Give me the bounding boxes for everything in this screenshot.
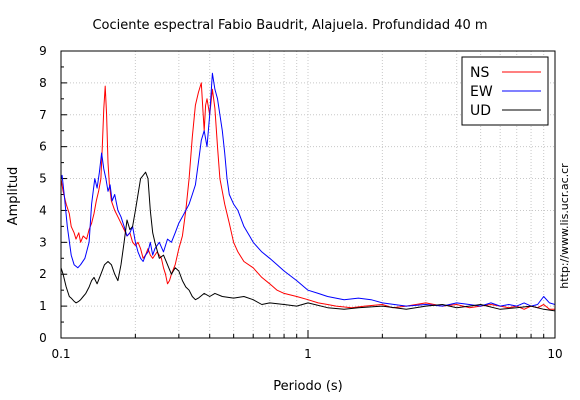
y-tick-label: 1: [39, 299, 47, 313]
series-line-ns: [61, 82, 555, 310]
x-tick-label: 10: [547, 347, 562, 361]
legend: NS EW UD: [461, 56, 549, 126]
y-tick-label: 9: [39, 44, 47, 58]
y-tick-label: 5: [39, 172, 47, 186]
chart-title: Cociente espectral Fabio Baudrit, Alajue…: [92, 18, 487, 33]
y-tick-label: 4: [39, 203, 47, 217]
x-tick-label: 1: [304, 347, 312, 361]
legend-label-ns: NS: [470, 65, 489, 81]
y-tick-label: 3: [39, 235, 47, 249]
y-tick-label: 6: [39, 140, 47, 154]
x-tick-label: 0.1: [51, 347, 70, 361]
y-axis-label: Amplitud: [6, 167, 21, 226]
series-line-ew: [61, 72, 555, 307]
y-tick-label: 2: [39, 267, 47, 281]
y-tick-label: 7: [39, 108, 47, 122]
watermark-url: http://www.lis.ucr.ac.cr: [558, 163, 571, 289]
series-line-ud: [61, 171, 555, 312]
series-layer: [61, 72, 555, 312]
legend-label-ud: UD: [470, 103, 491, 119]
x-axis-label: Periodo (s): [273, 379, 343, 394]
legend-label-ew: EW: [470, 84, 493, 100]
y-tick-label: 8: [39, 76, 47, 90]
y-tick-label: 0: [39, 331, 47, 345]
plot-frame: [60, 50, 556, 339]
